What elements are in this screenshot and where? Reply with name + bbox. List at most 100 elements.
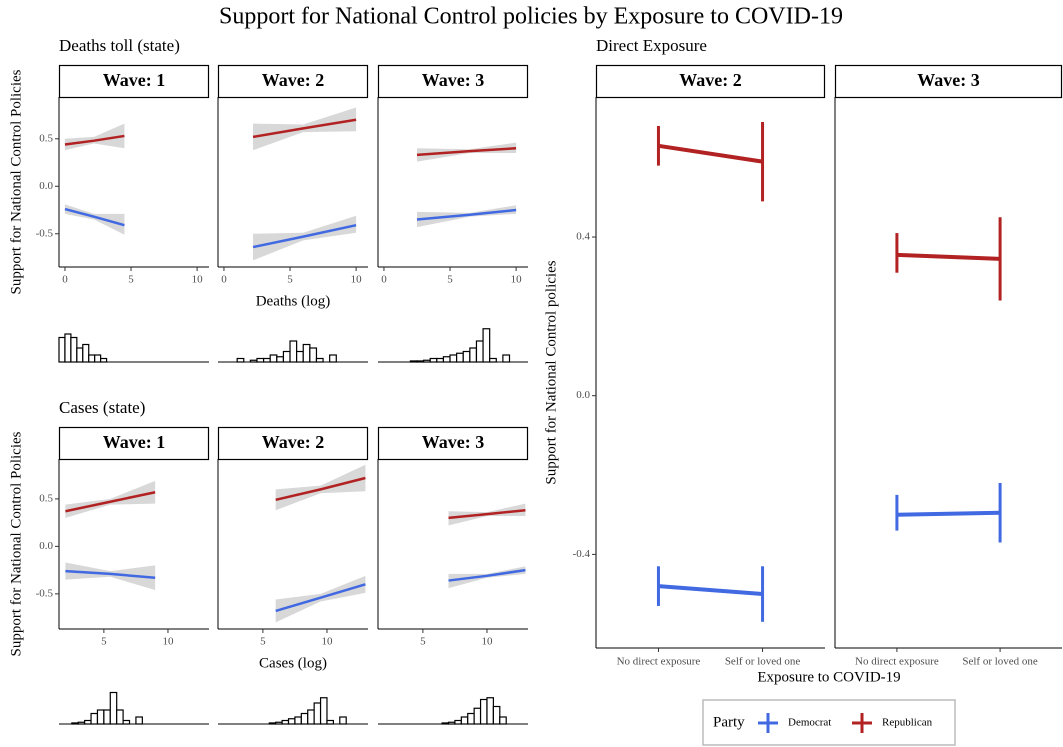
histogram-bar	[319, 697, 328, 725]
confidence-band	[253, 215, 357, 261]
histogram-bar	[454, 719, 462, 725]
histogram-bar	[467, 712, 475, 725]
histogram-bar	[84, 719, 92, 725]
histogram-bar	[309, 347, 318, 363]
histogram-bar	[96, 709, 105, 725]
x-tick-label: 10	[162, 636, 174, 648]
facet-label: Wave: 3	[422, 432, 485, 452]
x-tick-label: No direct exposure	[855, 656, 939, 668]
histogram-bar	[94, 354, 102, 363]
histogram-bar	[236, 357, 245, 363]
confidence-band	[65, 562, 156, 591]
y-tick-label: 0.5	[39, 132, 53, 144]
facet-strip	[377, 426, 529, 461]
y-axis-label: Support for National Control Policies	[8, 431, 24, 656]
x-tick-label: 5	[128, 274, 134, 286]
figure-title: Support for National Control policies by…	[219, 4, 843, 30]
x-tick-label: 10	[192, 274, 204, 286]
series-line	[658, 143, 763, 164]
histogram-bar	[282, 350, 291, 363]
confidence-band	[275, 575, 366, 623]
histogram-bar	[109, 691, 118, 725]
histogram-bar	[90, 712, 99, 725]
x-tick-label: 5	[447, 274, 453, 286]
histogram-bar	[103, 709, 111, 725]
x-tick-label: 5	[287, 274, 293, 286]
facet-label: Wave: 1	[103, 70, 166, 90]
histogram-bar	[482, 328, 491, 363]
histogram-bar	[287, 718, 296, 725]
x-tick-label: 10	[511, 274, 523, 286]
facet-strip	[217, 64, 369, 99]
histogram-bar	[262, 357, 271, 363]
histogram-bar	[100, 357, 108, 363]
x-tick-label: 10	[321, 636, 333, 648]
legend-box	[702, 699, 956, 746]
x-tick-label: 0	[381, 274, 387, 286]
x-tick-label: 10	[481, 636, 493, 648]
histogram-bar	[70, 336, 78, 363]
histogram-bar	[486, 697, 494, 725]
histogram-bar	[300, 712, 309, 725]
confidence-band	[275, 464, 366, 511]
facet-strip	[377, 64, 529, 99]
fit-line	[252, 118, 357, 139]
histogram-bar	[64, 333, 72, 363]
x-axis-label: Deaths (log)	[256, 293, 331, 309]
x-tick-label: Self or loved one	[962, 656, 1038, 668]
histogram-bar	[82, 343, 90, 363]
histogram-bar	[499, 716, 507, 725]
histogram-bar	[460, 716, 469, 725]
histogram-bar	[281, 719, 290, 725]
y-tick-label: 0.0	[576, 389, 590, 401]
histogram-bar	[479, 698, 488, 725]
y-tick-label: 0.4	[576, 231, 590, 243]
fit-line	[416, 147, 517, 157]
histogram-bar	[489, 357, 497, 363]
y-tick-label: 0.5	[39, 492, 53, 504]
x-tick-label: 5	[420, 636, 426, 648]
histogram-bar	[456, 352, 464, 363]
y-tick-label: 0.0	[39, 540, 53, 552]
histogram-bar	[469, 347, 478, 363]
histogram-bar	[329, 354, 337, 363]
facet-label: Wave: 3	[422, 70, 485, 90]
histogram-bar	[122, 719, 131, 725]
histogram-bar	[88, 354, 96, 363]
histogram-bar	[269, 354, 278, 363]
histogram-bar	[116, 709, 124, 725]
y-tick-label: -0.5	[36, 227, 54, 239]
facet-strip	[595, 64, 826, 99]
histogram-bar	[296, 350, 304, 363]
histogram-bar	[339, 716, 347, 725]
legend-label: Democrat	[788, 717, 831, 729]
x-tick-label: No direct exposure	[617, 656, 701, 668]
fit-line	[416, 208, 517, 221]
section-title: Direct Exposure	[596, 36, 707, 55]
facet-label: Wave: 3	[917, 70, 980, 90]
histogram-bar	[436, 357, 445, 363]
histogram-bar	[58, 336, 66, 363]
x-axis-label: Exposure to COVID-19	[757, 669, 900, 685]
series-line	[658, 584, 763, 597]
facet-label: Wave: 2	[262, 432, 325, 452]
fit-line	[64, 134, 125, 146]
histogram-bar	[442, 356, 451, 363]
fit-line	[64, 207, 125, 227]
fit-line	[252, 223, 357, 249]
histogram-bar	[313, 702, 322, 725]
histogram-bar	[135, 716, 143, 725]
histogram-bar	[502, 354, 511, 363]
fit-line	[65, 569, 156, 579]
histogram-bar	[473, 707, 482, 725]
fit-line	[448, 568, 526, 582]
y-axis-label: Support for National Control Policies	[8, 69, 24, 294]
legend-title: Party	[713, 714, 745, 730]
fit-line	[275, 476, 366, 502]
series-line	[896, 510, 1001, 517]
x-tick-label: 10	[351, 274, 363, 286]
y-axis-label: Support for National Control policies	[543, 260, 559, 484]
fit-line	[65, 491, 156, 513]
histogram-bar	[294, 716, 302, 725]
